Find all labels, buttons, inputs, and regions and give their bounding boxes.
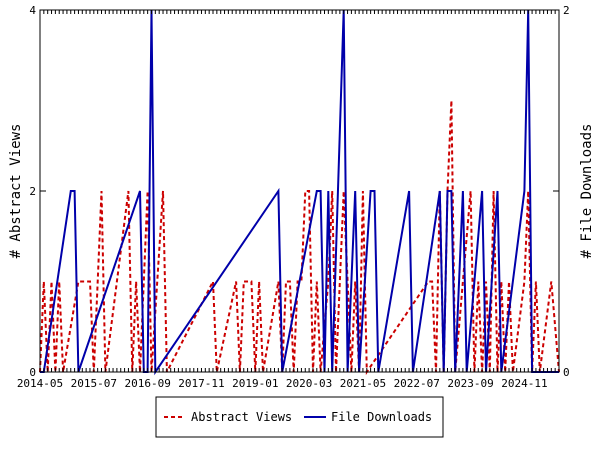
legend-label-file-downloads: File Downloads (331, 410, 432, 424)
y-tick-label-right: 2 (563, 4, 570, 17)
series-layer (39, 9, 560, 376)
x-tick-label: 2022-07 (394, 377, 440, 390)
y-axis-title-right: # File Downloads (579, 124, 595, 259)
series-line-abstract-views (39, 100, 560, 376)
y-tick-label-left: 2 (29, 185, 36, 198)
labels-layer: 2014-05 2015-07 2016-09 2017-11 2019-01 2020-… (17, 4, 570, 390)
plot-area (39, 9, 560, 376)
x-tick-label: 2016-09 (124, 377, 170, 390)
x-tick-label: 2019-01 (232, 377, 278, 390)
legend-label-abstract-views: Abstract Views (191, 410, 292, 424)
x-tick-label: 2023-09 (447, 377, 493, 390)
y-tick-label-left: 0 (29, 366, 36, 379)
ticks-layer (39, 9, 560, 373)
x-tick-label: 2015-07 (71, 377, 117, 390)
legend-box (155, 396, 444, 438)
x-tick-label: 2020-03 (286, 377, 332, 390)
x-tick-label: 2014-05 (17, 377, 63, 390)
legend: Abstract Views File Downloads (155, 396, 444, 438)
y-tick-label-right: 0 (563, 366, 570, 379)
x-tick-label: 2024-11 (501, 377, 547, 390)
y-tick-label-left: 4 (29, 4, 36, 17)
x-tick-label: 2021-05 (340, 377, 386, 390)
x-tick-label: 2017-11 (178, 377, 224, 390)
series-line-file-downloads (40, 9, 559, 376)
y-axis-title-left: # Abstract Views (8, 124, 24, 259)
